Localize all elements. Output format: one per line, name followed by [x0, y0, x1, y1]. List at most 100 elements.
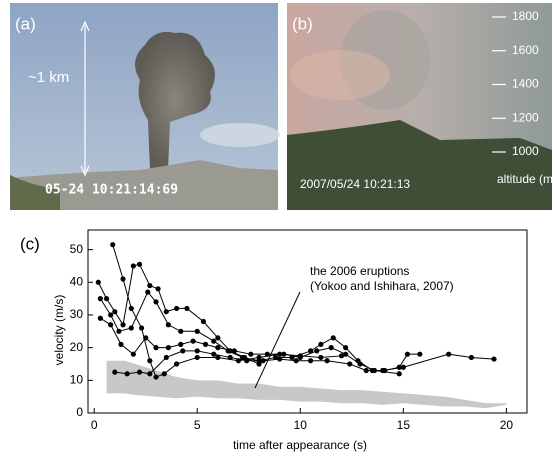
- data-point: [112, 370, 117, 375]
- data-point: [347, 361, 352, 366]
- data-point: [364, 368, 369, 373]
- data-point: [265, 352, 270, 357]
- scale-text: ~1 km: [28, 69, 69, 86]
- data-point: [195, 329, 200, 334]
- data-point: [153, 299, 158, 304]
- figure: (a) ~1 km 05-24 10:21:14:69 (b) 2007/05/…: [0, 0, 557, 459]
- data-point: [405, 352, 410, 357]
- data-point: [211, 339, 216, 344]
- data-point: [147, 371, 152, 376]
- data-point: [248, 352, 253, 357]
- data-point: [110, 242, 115, 247]
- data-point: [380, 368, 385, 373]
- x-axis-label: time after appearance (s): [233, 438, 367, 452]
- data-point: [308, 358, 313, 363]
- y-tick-label: 20: [70, 340, 84, 354]
- data-point: [96, 280, 101, 285]
- data-point: [98, 296, 103, 301]
- data-point: [108, 312, 113, 317]
- data-point: [125, 371, 130, 376]
- data-point: [147, 283, 152, 288]
- data-point: [397, 371, 402, 376]
- data-point: [201, 319, 206, 324]
- data-point: [324, 358, 329, 363]
- data-point: [261, 358, 266, 363]
- altitude-tick-label: 1400: [512, 77, 539, 91]
- y-tick-label: 30: [70, 307, 84, 321]
- data-point: [120, 322, 125, 327]
- data-point: [108, 322, 113, 327]
- photo-a: (a) ~1 km 05-24 10:21:14:69: [10, 3, 280, 210]
- data-point: [153, 374, 158, 379]
- data-point: [491, 356, 496, 361]
- data-point: [211, 352, 216, 357]
- data-point: [184, 306, 189, 311]
- data-point: [294, 358, 299, 363]
- x-tick-label: 5: [194, 418, 201, 432]
- data-point: [155, 286, 160, 291]
- panel-label: (c): [20, 234, 40, 253]
- data-point: [228, 355, 233, 360]
- y-tick-label: 10: [70, 372, 84, 386]
- data-point: [343, 345, 348, 350]
- data-point: [166, 345, 171, 350]
- photo-b: (b) 2007/05/24 10:21:13 altitude (m) 180…: [287, 3, 557, 210]
- data-point: [120, 276, 125, 281]
- x-tick-label: 15: [397, 418, 411, 432]
- data-point: [164, 309, 169, 314]
- altitude-tick-label: 1600: [512, 43, 539, 57]
- data-point: [178, 342, 183, 347]
- data-point: [145, 289, 150, 294]
- y-axis-label: velocity (m/s): [52, 295, 66, 366]
- annotation: the 2006 eruptions(Yokoo and Ishihara, 2…: [310, 264, 454, 293]
- data-point: [195, 348, 200, 353]
- data-point: [195, 355, 200, 360]
- data-point: [116, 329, 121, 334]
- data-point: [318, 342, 323, 347]
- data-point: [131, 352, 136, 357]
- data-point: [174, 361, 179, 366]
- data-point: [318, 355, 323, 360]
- x-tick-label: 20: [500, 418, 514, 432]
- altitude-tick-label: 1000: [512, 144, 539, 158]
- reference-band: [107, 361, 507, 408]
- x-tick-label: 10: [294, 418, 308, 432]
- data-point: [215, 335, 220, 340]
- data-point: [137, 262, 142, 267]
- annotation-arrow: [255, 292, 300, 388]
- altitude-label: altitude (m): [497, 172, 557, 186]
- data-point: [180, 348, 185, 353]
- data-point: [112, 309, 117, 314]
- data-point: [129, 306, 134, 311]
- data-point: [104, 296, 109, 301]
- data-point: [329, 345, 334, 350]
- data-point: [166, 322, 171, 327]
- data-point: [131, 263, 136, 268]
- data-point: [343, 352, 348, 357]
- data-point: [357, 361, 362, 366]
- altitude-tick-label: 1200: [512, 110, 539, 124]
- data-point: [178, 329, 183, 334]
- y-tick-label: 50: [70, 242, 84, 256]
- data-point: [164, 355, 169, 360]
- x-tick-label: 0: [91, 418, 98, 432]
- data-point: [277, 356, 282, 361]
- data-point: [417, 352, 422, 357]
- data-point: [137, 370, 142, 375]
- data-point: [203, 342, 208, 347]
- series-line: [115, 351, 494, 374]
- data-point: [446, 352, 451, 357]
- data-point: [139, 325, 144, 330]
- data-point: [298, 355, 303, 360]
- timestamp: 2007/05/24 10:21:13: [300, 177, 410, 191]
- data-point: [162, 371, 167, 376]
- data-point: [331, 335, 336, 340]
- data-point: [314, 348, 319, 353]
- data-point: [401, 365, 406, 370]
- y-tick-label: 40: [70, 274, 84, 288]
- data-point: [129, 325, 134, 330]
- data-point: [469, 355, 474, 360]
- data-point: [153, 345, 158, 350]
- data-point: [215, 345, 220, 350]
- data-point: [232, 348, 237, 353]
